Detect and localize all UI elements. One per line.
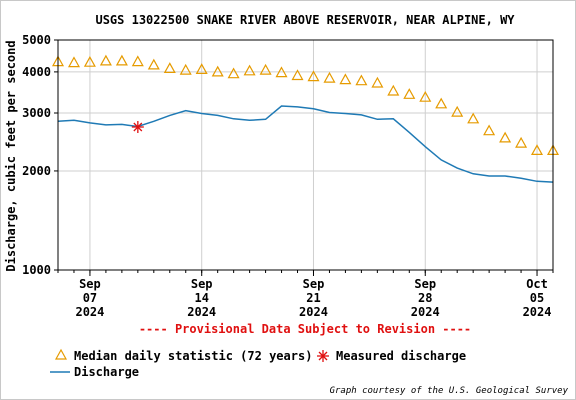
legend-item-discharge: Discharge bbox=[50, 365, 139, 379]
x-tick-label: Sep bbox=[79, 277, 101, 291]
y-tick-label: 5000 bbox=[22, 33, 51, 47]
x-tick-label: 2024 bbox=[75, 305, 104, 319]
median-point bbox=[227, 67, 240, 79]
credit-text: Graph courtesy of the U.S. Geological Su… bbox=[330, 386, 569, 396]
y-axis-label: Discharge, cubic feet per second bbox=[4, 40, 18, 271]
x-tick-label: 2024 bbox=[523, 305, 552, 319]
median-point bbox=[451, 105, 464, 117]
x-tick-label: Sep bbox=[303, 277, 325, 291]
x-tick-label: 2024 bbox=[187, 305, 216, 319]
series-layer bbox=[51, 54, 560, 183]
median-point bbox=[179, 63, 192, 75]
median-point bbox=[67, 56, 81, 68]
gridlines bbox=[58, 40, 553, 270]
median-point bbox=[515, 136, 528, 148]
x-tick-label: 05 bbox=[530, 291, 544, 305]
median-point bbox=[403, 88, 416, 99]
x-tick-label: 07 bbox=[83, 291, 97, 305]
median-point bbox=[115, 54, 128, 66]
median-point bbox=[163, 62, 176, 74]
y-tick-label: 3000 bbox=[22, 106, 51, 120]
median-point bbox=[83, 55, 96, 67]
median-point bbox=[323, 71, 336, 83]
median-point bbox=[355, 74, 368, 86]
x-tick-label: 2024 bbox=[411, 305, 440, 319]
median-point bbox=[99, 54, 112, 66]
median-point bbox=[387, 84, 400, 96]
median-point bbox=[483, 124, 496, 136]
median-point bbox=[259, 63, 272, 75]
measured-stroke bbox=[133, 122, 143, 132]
x-tick-label: Sep bbox=[414, 277, 436, 291]
x-tick-label: 2024 bbox=[299, 305, 328, 319]
median-point bbox=[195, 63, 208, 75]
y-tick-label: 2000 bbox=[22, 164, 51, 178]
x-tick-label: 28 bbox=[418, 291, 432, 305]
legend: Median daily statistic (72 years) Measur… bbox=[50, 348, 466, 379]
y-axis-ticks: 1000 2000 3000 4000 5000 bbox=[22, 33, 58, 277]
median-point bbox=[307, 70, 320, 82]
median-point bbox=[275, 66, 288, 78]
legend-item-median: Median daily statistic (72 years) bbox=[54, 348, 312, 363]
median-triangle-icon bbox=[54, 348, 68, 360]
x-tick-label: 14 bbox=[194, 291, 208, 305]
measured-asterisk-icon bbox=[317, 350, 329, 362]
median-point bbox=[419, 90, 432, 102]
legend-label-median: Median daily statistic (72 years) bbox=[74, 349, 312, 363]
discharge-line bbox=[57, 105, 554, 183]
x-tick-label: Oct bbox=[526, 277, 548, 291]
median-point bbox=[530, 144, 544, 155]
provisional-notice: ---- Provisional Data Subject to Revisio… bbox=[139, 322, 471, 336]
legend-label-discharge: Discharge bbox=[74, 365, 139, 379]
plot-frame bbox=[57, 39, 554, 271]
median-point bbox=[467, 112, 480, 124]
median-point bbox=[147, 58, 160, 70]
y-tick-label: 4000 bbox=[22, 65, 51, 79]
median-point bbox=[131, 55, 144, 67]
y-tick-label: 1000 bbox=[22, 263, 51, 277]
median-point bbox=[371, 76, 384, 88]
legend-item-measured: Measured discharge bbox=[317, 349, 466, 363]
legend-label-measured: Measured discharge bbox=[336, 349, 466, 363]
x-tick-label: 21 bbox=[306, 291, 320, 305]
median-point bbox=[291, 69, 304, 81]
x-axis-ticks: Sep072024Sep142024Sep212024Sep282024Oct0… bbox=[57, 270, 554, 319]
median-point bbox=[211, 65, 224, 77]
x-tick-label: Sep bbox=[191, 277, 213, 291]
median-point bbox=[243, 64, 256, 76]
median-point bbox=[339, 73, 352, 85]
chart-title: USGS 13022500 SNAKE RIVER ABOVE RESERVOI… bbox=[95, 13, 515, 27]
median-point bbox=[499, 131, 512, 143]
measured-point bbox=[131, 121, 144, 134]
median-point bbox=[435, 97, 448, 109]
